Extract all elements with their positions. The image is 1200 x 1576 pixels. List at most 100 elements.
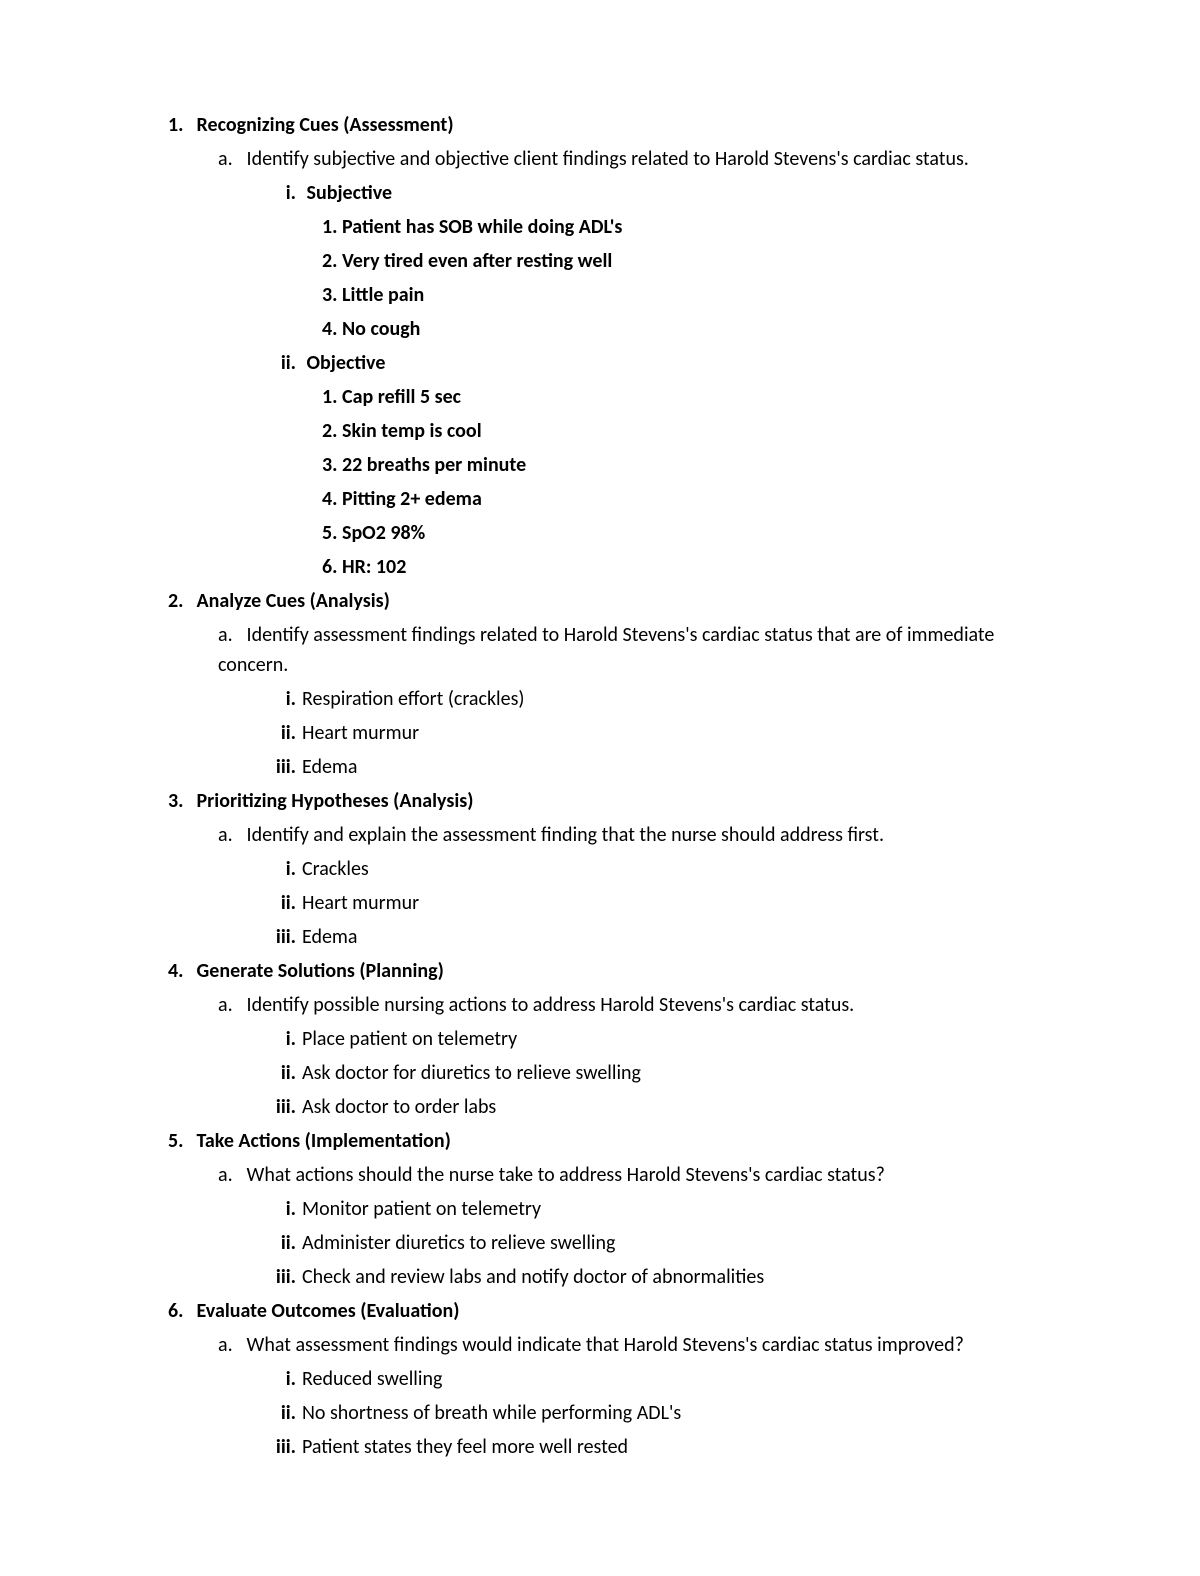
list-marker: 4.: [322, 314, 342, 344]
list-text: Respiration effort (crackles): [302, 687, 524, 711]
list-text: Patient has SOB while doing ADL's: [342, 215, 622, 239]
list-marker: a.: [218, 144, 242, 174]
list-text: Heart murmur: [302, 891, 419, 915]
list-marker: 1.: [168, 110, 192, 140]
list-text: Prioritizing Hypotheses (Analysis): [197, 789, 474, 813]
list-text: Cap refill 5 sec: [342, 385, 461, 409]
list-item: 2. Analyze Cues (Analysis): [140, 586, 1060, 616]
list-marker: 2.: [322, 246, 342, 276]
list-text: Edema: [302, 925, 358, 949]
list-marker: i.: [270, 178, 296, 208]
list-marker: a.: [218, 620, 242, 650]
list-marker: ii.: [270, 1228, 296, 1258]
list-text: Take Actions (Implementation): [197, 1129, 451, 1153]
list-item: 2.Very tired even after resting well: [140, 246, 1060, 276]
list-item: a. What actions should the nurse take to…: [140, 1160, 1060, 1190]
list-text: Identify assessment findings related to …: [218, 623, 994, 677]
list-text: Identify subjective and objective client…: [247, 147, 969, 171]
list-marker: 1.: [322, 212, 342, 242]
list-item: 2.Skin temp is cool: [140, 416, 1060, 446]
list-marker: iii.: [270, 752, 296, 782]
list-marker: iii.: [270, 922, 296, 952]
list-text: Edema: [302, 755, 358, 779]
list-item: a. What assessment findings would indica…: [140, 1330, 1060, 1360]
list-marker: ii.: [270, 1058, 296, 1088]
list-marker: 2.: [168, 586, 192, 616]
list-item: 1. Recognizing Cues (Assessment): [140, 110, 1060, 140]
list-text: Ask doctor to order labs: [302, 1095, 496, 1119]
list-marker: 3.: [322, 280, 342, 310]
list-item: 5.SpO2 98%: [140, 518, 1060, 548]
list-item: i.Place patient on telemetry: [140, 1024, 1060, 1054]
list-text: Crackles: [302, 857, 369, 881]
list-text: SpO2 98%: [342, 521, 425, 545]
list-item: 4.Pitting 2+ edema: [140, 484, 1060, 514]
list-text: No shortness of breath while performing …: [302, 1401, 681, 1425]
list-marker: 4.: [322, 484, 342, 514]
list-item: ii.Administer diuretics to relieve swell…: [140, 1228, 1060, 1258]
list-item: ii.No shortness of breath while performi…: [140, 1398, 1060, 1428]
list-item: i.Reduced swelling: [140, 1364, 1060, 1394]
list-text: Identify and explain the assessment find…: [247, 823, 885, 847]
list-text: Very tired even after resting well: [342, 249, 612, 273]
list-text: Objective: [307, 351, 386, 375]
list-marker: i.: [270, 684, 296, 714]
list-marker: i.: [270, 1364, 296, 1394]
list-text: Little pain: [342, 283, 424, 307]
list-item: iii.Edema: [140, 752, 1060, 782]
list-text: HR: 102: [342, 555, 406, 579]
list-item: 1.Patient has SOB while doing ADL's: [140, 212, 1060, 242]
list-text: Pitting 2+ edema: [342, 487, 482, 511]
list-text: Administer diuretics to relieve swelling: [302, 1231, 615, 1255]
list-item: iii.Ask doctor to order labs: [140, 1092, 1060, 1122]
list-marker: i.: [270, 854, 296, 884]
list-text: Ask doctor for diuretics to relieve swel…: [302, 1061, 641, 1085]
list-item: 3.Little pain: [140, 280, 1060, 310]
list-item: a. Identify possible nursing actions to …: [140, 990, 1060, 1020]
list-marker: 5.: [322, 518, 342, 548]
list-item: a. Identify subjective and objective cli…: [140, 144, 1060, 174]
list-marker: ii.: [270, 718, 296, 748]
list-marker: 4.: [168, 956, 192, 986]
list-item: iii.Edema: [140, 922, 1060, 952]
document-page: 1. Recognizing Cues (Assessment) a. Iden…: [0, 0, 1200, 1576]
list-item: a. Identify assessment findings related …: [140, 620, 1060, 680]
list-item: ii.Ask doctor for diuretics to relieve s…: [140, 1058, 1060, 1088]
list-text: Recognizing Cues (Assessment): [197, 113, 454, 137]
list-marker: a.: [218, 1330, 242, 1360]
list-marker: 6.: [322, 552, 342, 582]
list-text: Monitor patient on telemetry: [302, 1197, 541, 1221]
list-item: 6.HR: 102: [140, 552, 1060, 582]
list-item: 5. Take Actions (Implementation): [140, 1126, 1060, 1156]
list-marker: iii.: [270, 1092, 296, 1122]
list-item: i. Subjective: [140, 178, 1060, 208]
list-text: 22 breaths per minute: [342, 453, 526, 477]
list-text: Reduced swelling: [302, 1367, 442, 1391]
list-text: Evaluate Outcomes (Evaluation): [197, 1299, 460, 1323]
list-marker: ii.: [270, 1398, 296, 1428]
list-text: Patient states they feel more well reste…: [302, 1435, 628, 1459]
list-item: 1.Cap refill 5 sec: [140, 382, 1060, 412]
list-text: Check and review labs and notify doctor …: [302, 1265, 764, 1289]
list-item: ii.Heart murmur: [140, 888, 1060, 918]
list-item: 6. Evaluate Outcomes (Evaluation): [140, 1296, 1060, 1326]
list-marker: 3.: [322, 450, 342, 480]
list-item: iii.Check and review labs and notify doc…: [140, 1262, 1060, 1292]
list-marker: a.: [218, 990, 242, 1020]
list-text: No cough: [342, 317, 420, 341]
list-text: Skin temp is cool: [342, 419, 482, 443]
list-text: Identify possible nursing actions to add…: [247, 993, 855, 1017]
list-text: Analyze Cues (Analysis): [197, 589, 390, 613]
list-marker: iii.: [270, 1262, 296, 1292]
list-marker: a.: [218, 1160, 242, 1190]
list-item: a. Identify and explain the assessment f…: [140, 820, 1060, 850]
list-marker: ii.: [270, 348, 296, 378]
list-text: Generate Solutions (Planning): [197, 959, 444, 983]
list-item: i.Crackles: [140, 854, 1060, 884]
list-text: What actions should the nurse take to ad…: [247, 1163, 885, 1187]
list-item: 4.No cough: [140, 314, 1060, 344]
list-marker: 1.: [322, 382, 342, 412]
list-item: i.Respiration effort (crackles): [140, 684, 1060, 714]
list-text: Subjective: [307, 181, 393, 205]
list-marker: ii.: [270, 888, 296, 918]
